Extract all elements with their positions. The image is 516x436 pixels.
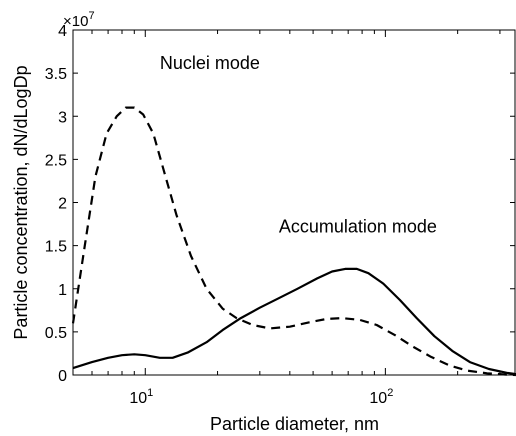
y-tick-label: 2 [58,196,67,213]
y-tick-label: 1.5 [45,239,67,256]
plot-frame [72,29,516,376]
y-tick-label: 3.5 [45,66,67,83]
y-multiplier-exponent: 7 [88,10,94,22]
series-layer [71,106,516,377]
x-tick-label-exponent: 2 [387,387,393,399]
annotation-label: Nuclei mode [160,53,260,73]
x-tick-label: 102 [369,387,393,407]
y-tick-label: 4 [58,23,67,40]
x-tick-label-base: 10 [129,390,147,407]
x-axis-label: Particle diameter, nm [210,414,379,434]
y-tick-label: 1 [58,282,67,299]
y-axis-multiplier: ×107 [63,10,95,30]
y-tick-label: 0 [58,368,67,385]
y-tick-label: 0.5 [45,325,67,342]
solid-series-line [72,267,516,376]
y-multiplier-base: ×10 [63,13,88,30]
y-tick-label: 2.5 [45,152,67,169]
y-tick-label: 3 [58,109,67,126]
dashed-series-line [71,106,516,377]
annotation-label: Accumulation mode [279,217,437,237]
x-tick-label-exponent: 1 [147,387,153,399]
x-tick-label-base: 10 [369,390,387,407]
axis-ticks [73,29,515,376]
y-axis-label: Particle concentration, dN/dLogDp [11,65,31,339]
x-tick-label: 101 [129,387,153,407]
plot-area [71,29,516,377]
